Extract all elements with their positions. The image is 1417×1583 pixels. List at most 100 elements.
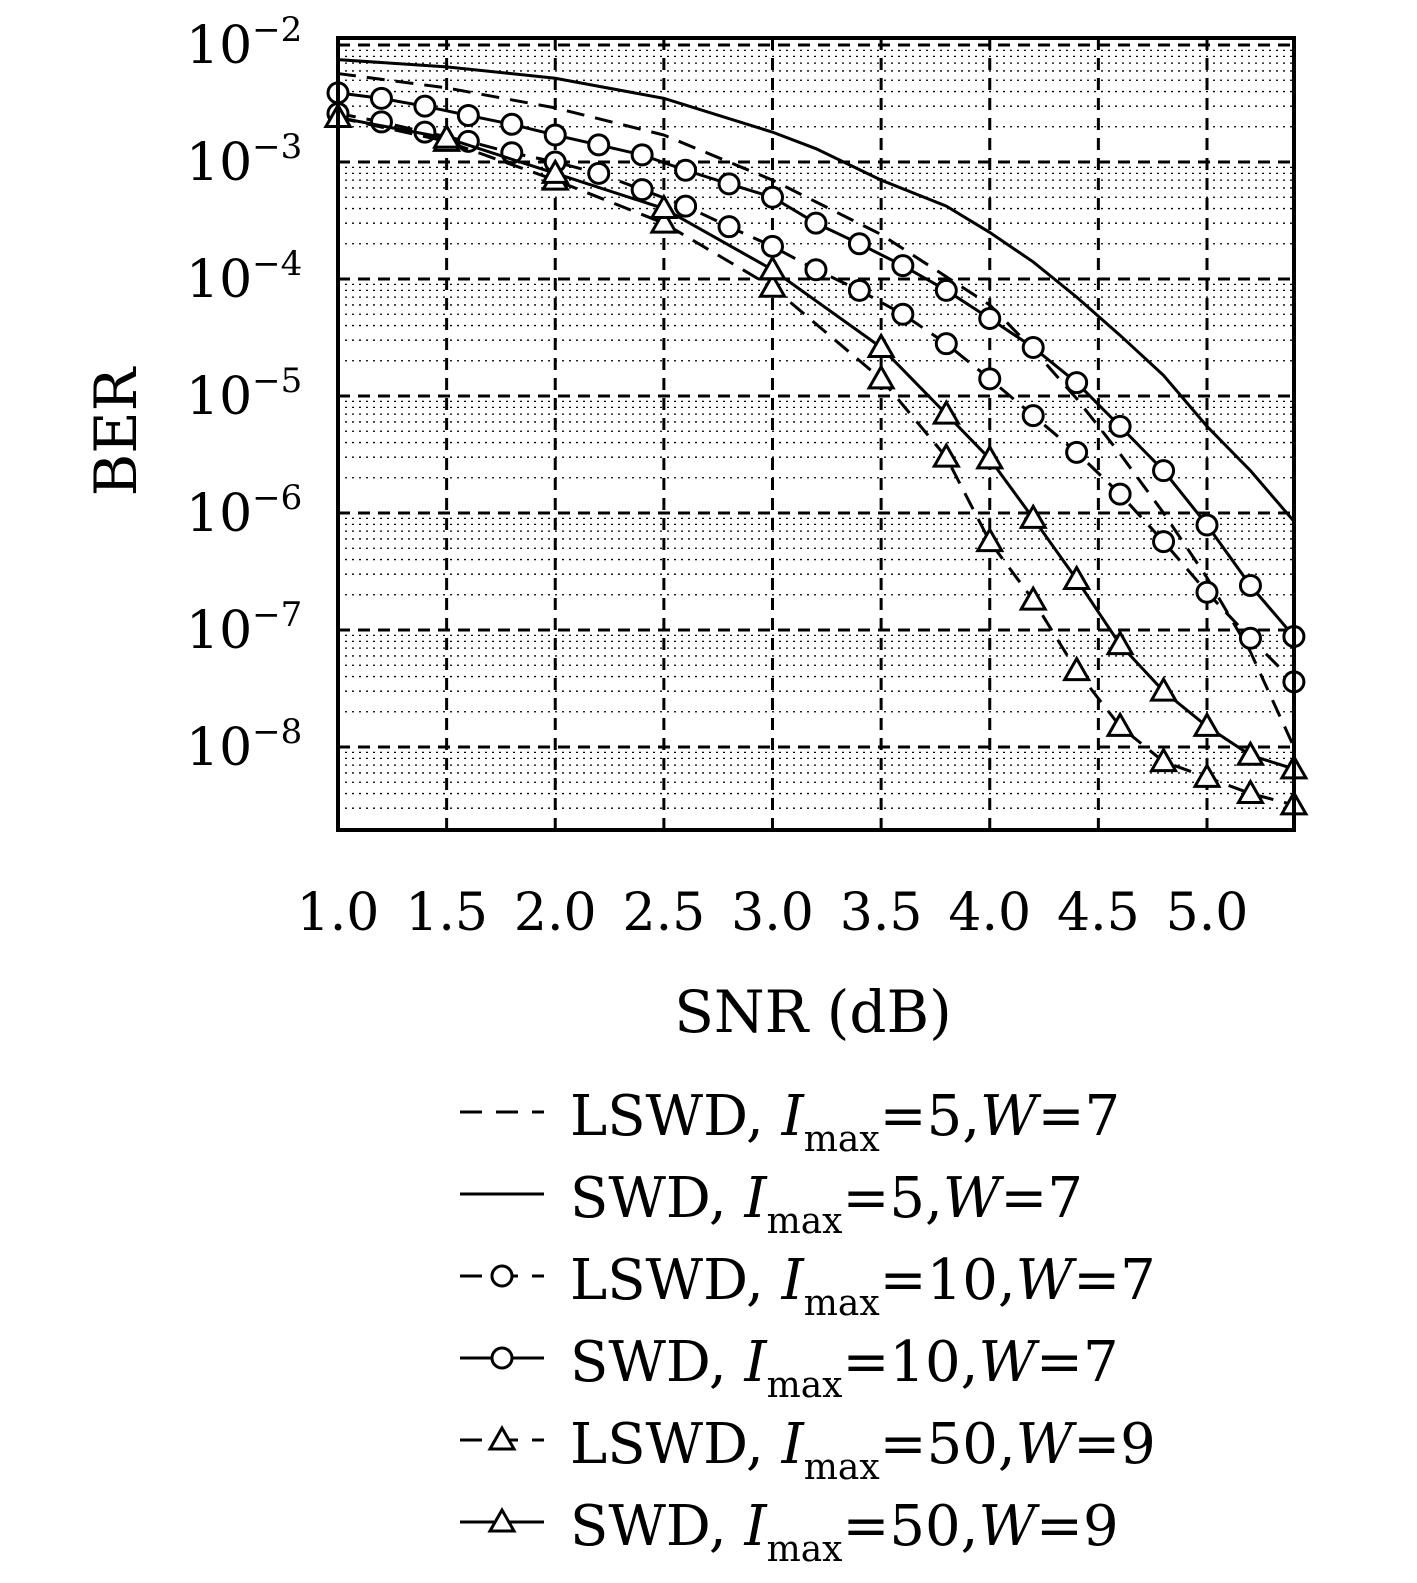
triangle-marker xyxy=(1192,711,1222,737)
circle-marker xyxy=(1065,371,1089,395)
circle-marker xyxy=(978,367,1002,391)
series-3 xyxy=(326,101,1306,694)
y-tick-label: 10−8 xyxy=(186,712,302,778)
triangle-marker xyxy=(540,158,570,184)
circle-marker xyxy=(934,278,958,302)
legend-triangle-marker xyxy=(487,1424,517,1451)
circle-marker xyxy=(717,215,741,239)
circle-marker xyxy=(630,178,654,202)
circle-marker xyxy=(1195,580,1219,604)
circle-marker xyxy=(847,278,871,302)
series-2 xyxy=(337,58,1296,523)
series-layer xyxy=(323,58,1309,816)
series-line xyxy=(337,111,1295,683)
circle-marker xyxy=(804,211,828,235)
legend-item: LSWD, Imax=50,W=9 xyxy=(460,1412,1156,1488)
circle-marker xyxy=(1108,414,1132,438)
triangle-marker xyxy=(1018,503,1048,529)
plot-frame xyxy=(336,36,1296,832)
triangle-marker xyxy=(649,208,679,234)
y-tick-label: 10−5 xyxy=(186,361,302,427)
triangle-marker xyxy=(866,363,896,390)
circle-marker xyxy=(1065,440,1089,464)
triangle-marker xyxy=(1105,711,1135,737)
triangle-marker xyxy=(757,272,788,298)
triangle-marker xyxy=(931,399,961,425)
circle-marker xyxy=(587,133,611,157)
triangle-marker xyxy=(975,443,1005,470)
circle-marker xyxy=(587,161,611,185)
series-6 xyxy=(323,102,1309,780)
legend-label: SWD, Imax=10,W=7 xyxy=(570,1330,1119,1406)
x-tick-label: 2.0 xyxy=(514,883,597,943)
y-tick-label: 10−6 xyxy=(186,478,302,544)
legend-item: SWD, Imax=5,W=7 xyxy=(460,1166,1083,1242)
triangle-marker xyxy=(975,526,1005,553)
circle-marker xyxy=(847,232,871,256)
y-tick-label: 10−4 xyxy=(186,244,302,310)
circle-marker xyxy=(1195,513,1219,537)
x-tick-label: 4.0 xyxy=(948,883,1031,943)
series-line xyxy=(337,72,1296,748)
triangle-marker xyxy=(931,442,961,468)
x-tick-label: 1.0 xyxy=(297,883,380,943)
circle-marker xyxy=(674,194,698,218)
circle-marker xyxy=(804,258,828,282)
triangle-marker xyxy=(649,193,679,220)
triangle-marker xyxy=(1148,746,1179,773)
circle-marker xyxy=(1152,530,1176,554)
triangle-marker xyxy=(1018,585,1048,611)
series-1 xyxy=(337,72,1296,748)
circle-marker xyxy=(1021,335,1045,359)
x-tick-labels: 1.0 1.5 2.0 2.5 3.0 3.5 4.0 4.5 5.0 xyxy=(297,883,1249,943)
legend-label: LSWD, Imax=50,W=9 xyxy=(570,1412,1156,1488)
x-tick-label: 3.5 xyxy=(840,883,923,943)
x-tick-label: 4.5 xyxy=(1057,883,1140,943)
y-tick-label: 10−2 xyxy=(186,10,302,76)
x-tick-label: 3.0 xyxy=(731,883,814,943)
circle-marker xyxy=(761,234,784,258)
circle-marker xyxy=(891,254,915,278)
circle-marker xyxy=(891,302,915,326)
circle-marker xyxy=(1152,459,1176,483)
x-tick-label: 2.5 xyxy=(623,883,706,943)
circle-marker xyxy=(1108,482,1132,506)
legend-item: SWD, Imax=10,W=7 xyxy=(460,1330,1119,1406)
triangle-marker xyxy=(432,123,462,149)
legend-circle-marker xyxy=(490,1346,514,1370)
triangle-marker xyxy=(1235,778,1266,805)
legend-label: SWD, Imax=5,W=7 xyxy=(570,1166,1083,1242)
circle-marker xyxy=(543,123,567,147)
series-line xyxy=(337,116,1295,807)
legend-circle-marker xyxy=(490,1264,514,1288)
x-axis-label: SNR (dB) xyxy=(674,978,952,1046)
circle-marker xyxy=(369,110,393,134)
triangle-marker xyxy=(1105,629,1135,656)
circle-marker xyxy=(1238,626,1262,650)
series-4 xyxy=(326,81,1306,648)
x-tick-label: 1.5 xyxy=(405,883,488,943)
triangle-marker xyxy=(1148,676,1179,702)
legend-item: LSWD, Imax=10,W=7 xyxy=(460,1248,1156,1324)
legend-label: SWD, Imax=50,W=9 xyxy=(570,1494,1119,1570)
legend-label: LSWD, Imax=10,W=7 xyxy=(570,1248,1156,1324)
minor-grid xyxy=(338,49,1294,830)
circle-marker xyxy=(369,86,393,110)
triangle-marker xyxy=(1062,564,1092,591)
circle-marker xyxy=(1238,574,1262,598)
circle-marker xyxy=(630,143,654,167)
series-line xyxy=(337,58,1296,523)
circle-marker xyxy=(934,332,958,356)
y-tick-label: 10−3 xyxy=(186,127,302,193)
legend-label: LSWD, Imax=5,W=7 xyxy=(570,1084,1120,1160)
y-axis-label: BER xyxy=(82,365,150,496)
legend-triangle-marker xyxy=(487,1506,517,1533)
circle-marker xyxy=(413,94,437,118)
legend-item: LSWD, Imax=5,W=7 xyxy=(460,1084,1120,1160)
legend-item: SWD, Imax=50,W=9 xyxy=(460,1494,1119,1570)
triangle-marker xyxy=(757,254,788,281)
y-tick-labels: 10−2 10−3 10−4 10−5 10−6 10−7 10−8 xyxy=(186,10,302,778)
circle-marker xyxy=(978,306,1002,330)
